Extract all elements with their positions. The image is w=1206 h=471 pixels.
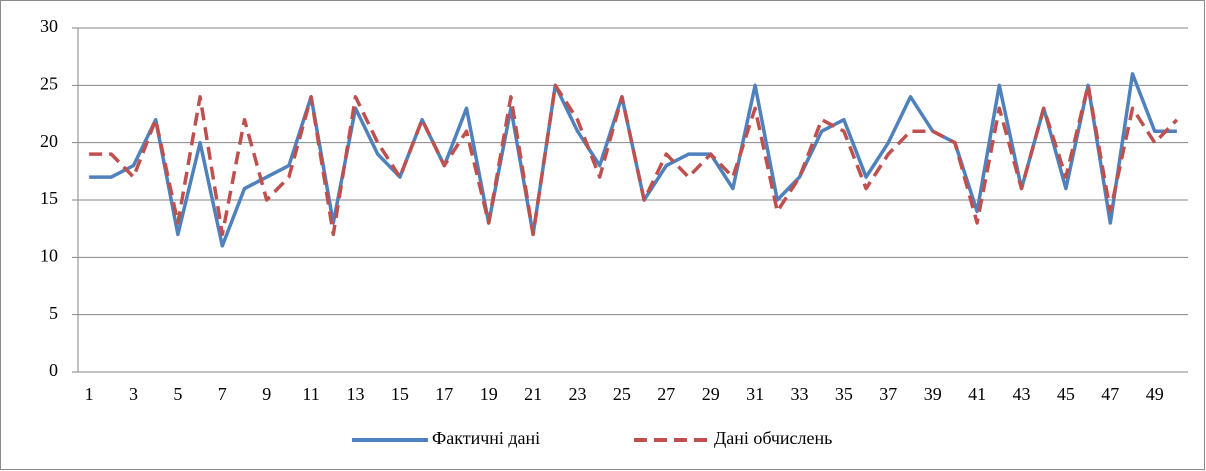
x-tick-label: 39: [924, 384, 942, 404]
x-tick-label: 21: [524, 384, 542, 404]
x-tick-label: 43: [1013, 384, 1031, 404]
x-tick-label: 11: [302, 384, 319, 404]
legend-label: Фактичні дані: [432, 428, 540, 448]
data-line: [89, 72, 1177, 248]
x-tick-label: 23: [569, 384, 587, 404]
x-tick-label: 49: [1146, 384, 1164, 404]
x-tick-label: 5: [173, 384, 182, 404]
x-tick-label: 27: [657, 384, 675, 404]
x-tick-label: 7: [218, 384, 227, 404]
x-tick-label: 3: [129, 384, 138, 404]
y-tick-label: 25: [40, 73, 58, 93]
x-tick-label: 41: [968, 384, 986, 404]
y-tick-label: 15: [40, 188, 58, 208]
y-tick-label: 30: [40, 16, 58, 36]
x-tick-label: 33: [791, 384, 809, 404]
x-tick-label: 29: [702, 384, 720, 404]
x-tick-label: 25: [613, 384, 631, 404]
x-tick-label: 1: [85, 384, 94, 404]
x-tick-label: 37: [879, 384, 897, 404]
y-tick-label: 0: [49, 360, 58, 380]
x-tick-label: 47: [1101, 384, 1119, 404]
x-tick-label: 13: [347, 384, 365, 404]
x-tick-label: 15: [391, 384, 409, 404]
data-line: [89, 83, 1179, 237]
x-tick-label: 35: [835, 384, 853, 404]
y-tick-label: 10: [40, 245, 58, 265]
x-tick-label: 17: [435, 384, 453, 404]
legend-label: Дані обчислень: [714, 428, 832, 448]
x-tick-label: 9: [262, 384, 271, 404]
x-tick-label: 19: [480, 384, 498, 404]
x-tick-label: 45: [1057, 384, 1075, 404]
x-tick-label: 31: [746, 384, 764, 404]
y-tick-label: 5: [49, 303, 58, 323]
y-tick-label: 20: [40, 131, 58, 151]
